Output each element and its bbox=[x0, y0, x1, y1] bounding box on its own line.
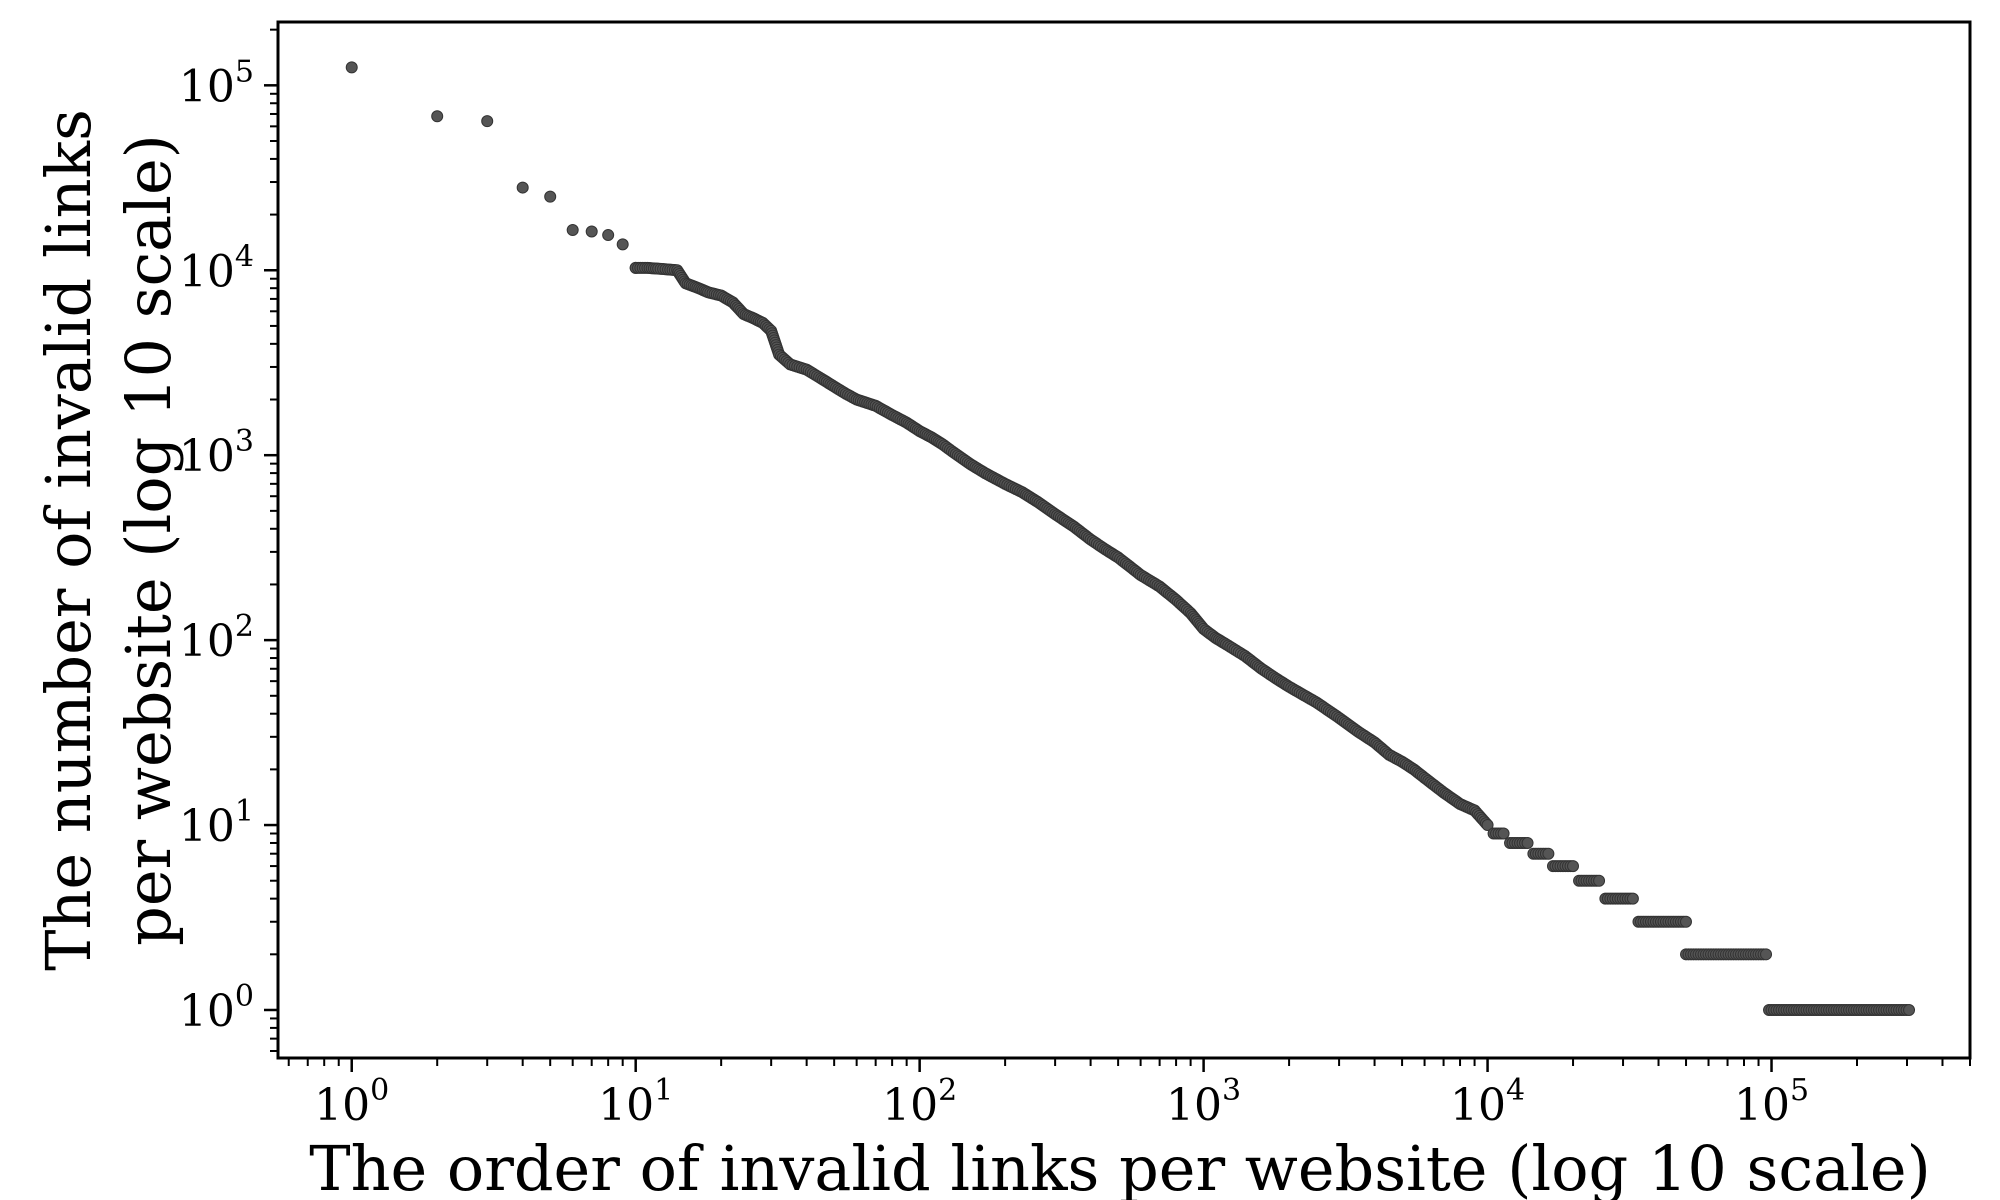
y-tick-label-base: 10 bbox=[179, 986, 235, 1037]
x-tick-label-exponent: 0 bbox=[370, 1073, 389, 1108]
y-tick-label-base: 10 bbox=[179, 61, 235, 112]
x-tick-label: 100 bbox=[314, 1073, 389, 1131]
y-tick-label-base: 10 bbox=[179, 246, 235, 297]
plateau-point bbox=[1593, 874, 1606, 887]
y-tick-label: 102 bbox=[179, 609, 254, 667]
plateau-point bbox=[1903, 1003, 1916, 1016]
x-tick-label-base: 10 bbox=[882, 1080, 938, 1131]
plot-area-frame bbox=[276, 20, 1972, 1060]
x-tick-label-exponent: 3 bbox=[1222, 1073, 1241, 1108]
x-tick-label: 101 bbox=[598, 1073, 673, 1131]
data-point bbox=[616, 238, 629, 251]
y-tick-label: 101 bbox=[179, 794, 254, 852]
y-tick-label-exponent: 5 bbox=[235, 54, 254, 89]
plateau-point bbox=[1567, 860, 1580, 873]
y-axis-label-line-1: The number of invalid links bbox=[32, 109, 105, 971]
y-axis-label: The number of invalid links per website … bbox=[32, 109, 185, 971]
data-point bbox=[481, 115, 494, 128]
y-tick-label-exponent: 4 bbox=[235, 239, 254, 274]
y-tick-label-base: 10 bbox=[179, 801, 235, 852]
y-axis-label-line-2: per website (log 10 scale) bbox=[112, 134, 185, 946]
plateau-point bbox=[1679, 915, 1692, 928]
y-tick-label-exponent: 2 bbox=[235, 609, 254, 644]
y-tick-label-exponent: 0 bbox=[235, 979, 254, 1014]
plateau-point bbox=[1542, 847, 1555, 860]
y-tick-label: 100 bbox=[179, 979, 254, 1037]
plateau-point bbox=[1497, 827, 1510, 840]
data-point bbox=[345, 61, 358, 74]
y-tick-label-base: 10 bbox=[179, 431, 235, 482]
data-point bbox=[585, 225, 598, 238]
y-tick-label-exponent: 1 bbox=[235, 794, 254, 829]
data-points bbox=[345, 61, 1916, 1016]
data-point bbox=[516, 181, 529, 194]
x-axis-label: The order of invalid links per website (… bbox=[309, 1132, 1931, 1200]
plateau-point bbox=[1760, 948, 1773, 961]
data-point bbox=[431, 110, 444, 123]
y-tick-label: 105 bbox=[179, 54, 254, 112]
x-tick-label-base: 10 bbox=[1166, 1080, 1222, 1131]
x-tick-label: 105 bbox=[1734, 1073, 1809, 1131]
x-tick-label-exponent: 2 bbox=[938, 1073, 957, 1108]
data-point bbox=[602, 229, 615, 242]
y-tick-label: 104 bbox=[179, 239, 254, 297]
data-point bbox=[1481, 819, 1494, 832]
data-point bbox=[566, 224, 579, 237]
y-tick-label: 103 bbox=[179, 424, 254, 482]
x-tick-label-exponent: 1 bbox=[654, 1073, 673, 1108]
x-tick-label-base: 10 bbox=[598, 1080, 654, 1131]
x-axis-ticks: 100 101 102 103 104 105 bbox=[287, 1058, 1971, 1131]
plateau-point bbox=[1521, 836, 1534, 849]
x-tick-label: 103 bbox=[1166, 1073, 1241, 1131]
x-tick-label-base: 10 bbox=[314, 1080, 370, 1131]
x-tick-label: 102 bbox=[882, 1073, 957, 1131]
x-tick-label-base: 10 bbox=[1734, 1080, 1790, 1131]
y-tick-label-base: 10 bbox=[179, 616, 235, 667]
x-tick-label: 104 bbox=[1450, 1073, 1525, 1131]
plateau-point bbox=[1626, 892, 1639, 905]
data-point bbox=[544, 190, 557, 203]
x-tick-label-exponent: 5 bbox=[1790, 1073, 1809, 1108]
x-tick-label-exponent: 4 bbox=[1506, 1073, 1525, 1108]
x-tick-label-base: 10 bbox=[1450, 1080, 1506, 1131]
y-tick-label-exponent: 3 bbox=[235, 424, 254, 459]
